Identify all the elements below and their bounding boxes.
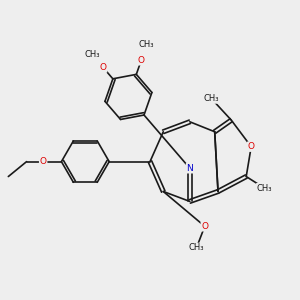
Text: CH₃: CH₃ (85, 50, 100, 59)
Text: CH₃: CH₃ (204, 94, 219, 103)
Text: CH₃: CH₃ (257, 184, 272, 193)
Text: O: O (40, 157, 47, 166)
Text: N: N (186, 164, 193, 173)
Text: O: O (138, 56, 145, 65)
Text: O: O (248, 142, 255, 151)
Text: O: O (201, 222, 208, 231)
Text: CH₃: CH₃ (189, 243, 204, 252)
Text: CH₃: CH₃ (139, 40, 154, 49)
Text: O: O (100, 63, 106, 72)
